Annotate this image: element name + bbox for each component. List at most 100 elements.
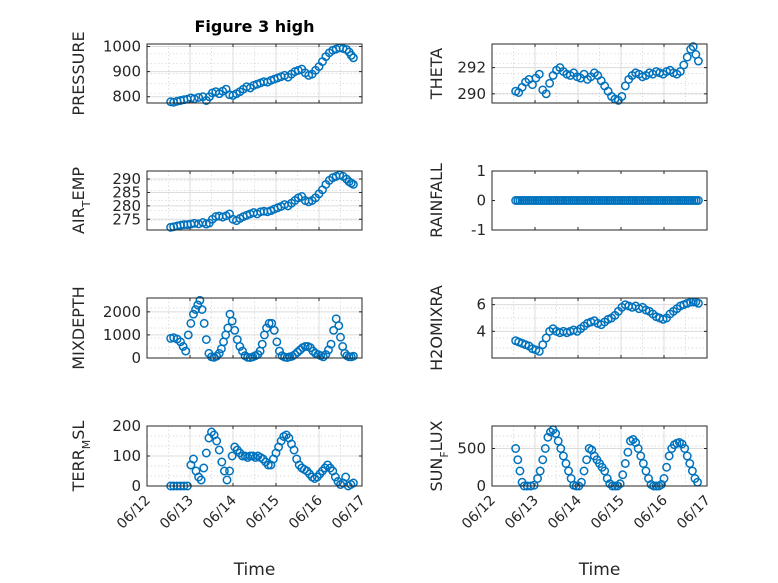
pressure-points (166, 43, 358, 107)
data-point (677, 439, 687, 449)
y-tick-label: 0 (476, 192, 486, 210)
data-point (527, 80, 537, 90)
sun-flux-axes (491, 425, 708, 487)
data-point (227, 316, 237, 326)
data-point (227, 451, 237, 461)
y-tick-label: 0 (131, 477, 141, 495)
data-point (188, 454, 198, 464)
data-point (348, 179, 358, 189)
data-point (194, 93, 204, 102)
data-point (191, 305, 201, 314)
x-tick-label: 06/14 (200, 492, 240, 532)
data-point (602, 474, 612, 483)
x-tick-label: 06/16 (631, 492, 671, 532)
data-point (541, 333, 551, 343)
data-point (620, 459, 630, 468)
pressure-axes (146, 43, 363, 104)
data-point (693, 298, 703, 308)
data-point (693, 56, 703, 66)
data-point (257, 339, 267, 349)
data-point (348, 351, 358, 361)
data-point (618, 470, 628, 480)
y-tick-label: 100 (112, 447, 141, 465)
data-point (348, 53, 358, 63)
data-point (214, 348, 224, 358)
data-point (638, 459, 648, 468)
data-point (178, 342, 188, 351)
data-point (189, 94, 199, 104)
data-point (199, 463, 209, 473)
data-point (535, 466, 545, 476)
data-point (272, 337, 282, 347)
x-tick-label: 06/15 (243, 493, 283, 533)
data-point (558, 451, 568, 461)
data-point (513, 455, 523, 465)
terr-msl-panel: 0 100 200 06/12 06/13 06/14 06/15 06/16 06/17 TER… (69, 417, 369, 580)
data-point (214, 445, 224, 455)
ylabel-text: H2OMIXRA (427, 285, 446, 371)
data-point (541, 89, 551, 99)
x-tick-label: 06/16 (286, 492, 326, 532)
sun-flux-points (511, 425, 702, 491)
data-point (687, 466, 697, 476)
y-tick-label: 1000 (103, 326, 141, 344)
ylabel-text: AIR (69, 207, 88, 234)
y-tick-label: 4 (476, 322, 486, 340)
data-point (561, 459, 571, 468)
sun-flux-xlabel: Time (578, 560, 621, 580)
data-point (201, 335, 211, 344)
air-temp-points (166, 170, 358, 232)
data-point (230, 325, 240, 335)
ylabel-text: MIXDEPTH (69, 286, 88, 369)
y-tick-label: 500 (457, 440, 486, 458)
data-point (181, 346, 191, 356)
rainfall-panel: -1 0 1 RAINFALL (427, 162, 708, 239)
data-point (293, 347, 302, 357)
data-point (222, 475, 232, 485)
data-point (196, 475, 206, 485)
data-point (334, 321, 344, 331)
data-point (276, 436, 286, 446)
x-tick-label: 06/12 (114, 493, 154, 533)
data-point (538, 455, 548, 465)
y-tick-label: 0 (476, 477, 486, 495)
ylabel-text: SUN (427, 458, 446, 492)
x-tick-label: 06/13 (157, 493, 197, 533)
data-point (675, 67, 685, 76)
ylabel-text-rest: EMP (69, 167, 88, 201)
y-tick-label: 1 (476, 162, 486, 180)
pressure-ylabel: PRESSURE (69, 31, 88, 115)
data-point (263, 460, 273, 470)
data-point (341, 472, 351, 482)
data-point (300, 342, 310, 351)
data-point (579, 466, 589, 476)
data-point (217, 457, 227, 467)
data-point (511, 444, 521, 453)
y-tick-label: 0 (131, 349, 141, 367)
data-point (515, 466, 525, 476)
data-point (556, 444, 566, 453)
sun-flux-ylabel: SUNFLUX (427, 420, 451, 491)
rainfall-points (511, 196, 703, 205)
terr-msl-ylabel: TERRMSL (69, 421, 93, 493)
y-tick-label: 2000 (103, 303, 141, 321)
data-point (620, 81, 630, 91)
y-tick-label: 285 (112, 183, 141, 201)
terr-msl-points (166, 427, 358, 491)
ylabel-text: THETA (427, 48, 446, 100)
data-point (235, 342, 245, 351)
data-point (195, 295, 205, 305)
data-point (183, 330, 193, 340)
data-point (685, 459, 695, 468)
ylabel-text-rest: SL (69, 421, 88, 440)
data-point (533, 474, 543, 483)
mixdepth-panel: 0 1000 2000 MIXDEPTH (69, 286, 363, 370)
terr-msl-xlabel: Time (233, 560, 276, 580)
data-point (326, 339, 336, 349)
ylabel-text: RAINFALL (427, 163, 446, 238)
h2omixra-points (511, 297, 703, 356)
data-point (534, 69, 544, 79)
data-point (600, 466, 610, 476)
data-point (546, 427, 555, 437)
ylabel-text: PRESSURE (69, 31, 88, 115)
